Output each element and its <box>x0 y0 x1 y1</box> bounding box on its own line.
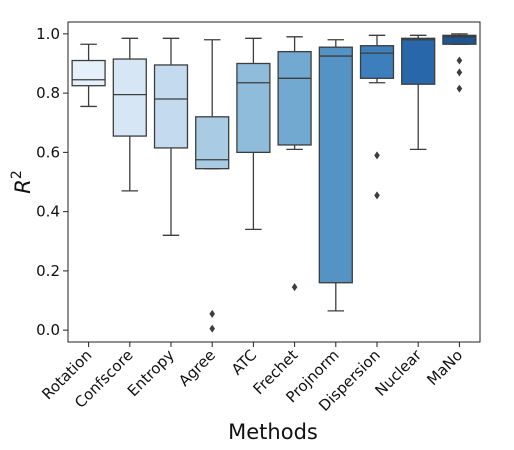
box-group-agree <box>195 39 230 333</box>
outlier-point-agree-2 <box>209 324 215 333</box>
box-group-dispersion <box>359 34 395 200</box>
box-group-atc <box>236 37 271 231</box>
plot-area <box>67 21 481 343</box>
outlier-point-mano-3 <box>456 84 463 93</box>
outlier-point-mano-2 <box>456 68 463 77</box>
box-dispersion <box>359 45 395 79</box>
y-axis-title: R2 <box>9 170 35 194</box>
outlier-point-frechet-1 <box>291 283 298 292</box>
box-mano <box>442 34 477 45</box>
y-tick-label-5: 1.0 <box>36 25 60 43</box>
outlier-point-dispersion-1 <box>374 151 380 160</box>
y-tick-label-1: 0.2 <box>36 262 60 280</box>
box-nuclear <box>401 37 436 85</box>
outlier-point-dispersion-2 <box>374 191 380 200</box>
y-tick-label-0: 0.0 <box>36 321 60 339</box>
outlier-point-mano-1 <box>456 56 463 65</box>
x-tick-label-nuclear: Nuclear <box>371 346 425 400</box>
box-rotation <box>71 59 106 87</box>
x-tick-label-mano: MaNo <box>423 346 466 389</box>
box-group-entropy <box>153 37 189 236</box>
box-group-projnorm <box>318 39 353 312</box>
x-axis-title: Methods <box>228 420 318 444</box>
box-group-frechet <box>277 36 312 292</box>
y-axis-title-superscript: 2 <box>9 170 25 179</box>
box-group-mano <box>442 33 477 93</box>
box-projnorm <box>318 46 353 284</box>
box-group-nuclear <box>401 34 436 151</box>
box-agree <box>195 116 230 170</box>
box-confscore <box>112 58 147 137</box>
box-atc <box>236 62 271 154</box>
x-tick-label-agree: Agree <box>175 346 219 390</box>
plot-frame <box>67 21 481 343</box>
y-tick-label-2: 0.4 <box>36 203 60 221</box>
y-tick-label-3: 0.6 <box>36 143 60 161</box>
outlier-point-agree-1 <box>209 309 215 318</box>
box-frechet <box>277 50 312 146</box>
y-axis: 0.0 0.2 0.4 0.6 0.8 1.0 <box>36 25 68 339</box>
box-entropy <box>153 64 189 149</box>
x-tick-label-atc: ATC <box>228 346 260 378</box>
box-group-confscore <box>112 37 147 192</box>
y-axis-title-base: R <box>11 179 35 194</box>
y-tick-label-4: 0.8 <box>36 84 60 102</box>
x-tick-label-entropy: Entropy <box>124 346 178 400</box>
box-group-rotation <box>71 43 106 108</box>
